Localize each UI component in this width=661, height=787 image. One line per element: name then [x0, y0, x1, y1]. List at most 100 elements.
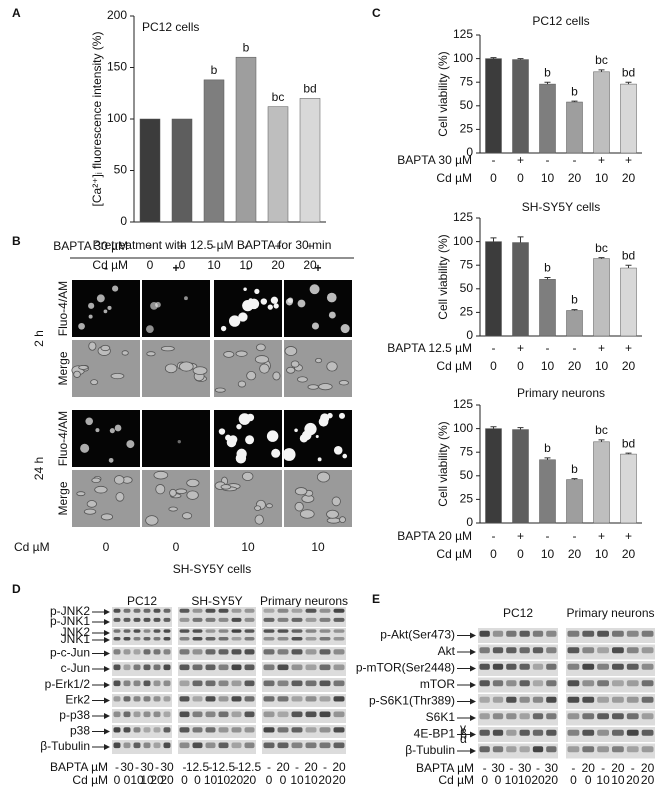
lane-cd: 20	[150, 773, 164, 787]
band	[333, 711, 345, 718]
condition-value: -	[148, 239, 152, 253]
band	[205, 680, 216, 687]
stain-label: Merge	[56, 351, 70, 385]
band	[277, 608, 289, 613]
cell	[96, 294, 105, 303]
lane-bapta: 30	[160, 760, 174, 774]
protein-label: β-Tubulin	[405, 743, 455, 757]
cell	[223, 351, 235, 358]
band	[532, 663, 544, 670]
band	[319, 617, 331, 622]
band	[263, 742, 275, 749]
blot-strip	[478, 628, 558, 643]
error-bar	[544, 81, 551, 85]
cell	[271, 448, 281, 458]
lane-cd: 0	[124, 773, 131, 787]
band	[244, 711, 255, 718]
band	[492, 713, 504, 720]
cell	[88, 302, 95, 309]
y-tick-label: 50	[460, 281, 474, 295]
band	[263, 696, 275, 702]
cell	[297, 376, 308, 383]
band	[192, 637, 203, 641]
blot-strip	[112, 607, 172, 627]
band	[153, 664, 161, 671]
cell	[245, 435, 255, 445]
band	[582, 713, 595, 720]
panel-letter: D	[12, 582, 21, 596]
y-tick-label: 100	[107, 111, 127, 125]
band	[291, 629, 303, 633]
cell	[76, 491, 86, 497]
cell	[338, 380, 349, 386]
y-tick-label: 100	[453, 51, 473, 65]
bar	[566, 310, 583, 337]
blot-strip	[112, 694, 172, 707]
band	[626, 713, 639, 720]
band	[277, 696, 289, 702]
lane-bapta: 20	[332, 760, 346, 774]
band	[519, 729, 530, 736]
band	[163, 711, 171, 718]
band	[163, 742, 171, 749]
condition-value: 0	[517, 547, 524, 561]
bapta-label: BAPTA µM	[416, 761, 474, 775]
bar	[512, 59, 529, 154]
band	[532, 696, 544, 703]
lane-cd: 0	[495, 773, 502, 787]
band	[133, 629, 141, 633]
band	[305, 680, 317, 687]
protein-label: JNK1	[61, 632, 91, 646]
band	[123, 664, 131, 671]
y-tick-label: 50	[460, 468, 474, 482]
band	[567, 729, 580, 736]
protein-label: S6K1	[426, 710, 456, 724]
condition-value: 10	[207, 258, 221, 272]
lane-cd: 10	[596, 773, 610, 787]
band	[567, 630, 580, 637]
band	[319, 608, 331, 613]
band	[179, 680, 190, 687]
cell	[299, 434, 309, 443]
blot-strip	[178, 628, 256, 645]
band	[143, 742, 151, 749]
band	[612, 713, 624, 720]
cell	[155, 301, 161, 308]
condition-value: -	[546, 153, 550, 167]
band	[163, 664, 171, 671]
lane-bapta: 30	[491, 761, 505, 775]
band	[641, 663, 654, 670]
cell	[315, 435, 319, 439]
band	[218, 664, 229, 671]
band	[263, 629, 275, 633]
band	[244, 649, 255, 655]
band	[333, 680, 345, 687]
band	[612, 696, 624, 703]
blot-strip	[262, 740, 346, 754]
band	[291, 617, 303, 622]
blot-strip	[112, 678, 172, 692]
band	[231, 664, 242, 671]
band	[192, 680, 203, 687]
lane-cd: 10	[217, 773, 231, 787]
blot-strip	[112, 628, 172, 645]
chart-title: PC12 cells	[142, 20, 199, 34]
band	[626, 663, 639, 670]
cell	[254, 288, 260, 294]
lane-cd: 10	[140, 773, 154, 787]
error-bar	[598, 69, 605, 72]
band	[133, 727, 141, 733]
isoform-label: γ	[460, 721, 466, 735]
cell	[121, 350, 129, 356]
y-tick-label: 50	[114, 163, 128, 177]
band	[597, 746, 609, 753]
lane-cd: 10	[518, 773, 532, 787]
band	[582, 729, 595, 736]
band	[567, 713, 580, 720]
band	[532, 630, 544, 637]
column-sign: -	[246, 261, 250, 275]
stain-label: Fluo-4/AM	[56, 281, 70, 336]
band	[231, 629, 242, 633]
blot-strip	[478, 677, 558, 693]
